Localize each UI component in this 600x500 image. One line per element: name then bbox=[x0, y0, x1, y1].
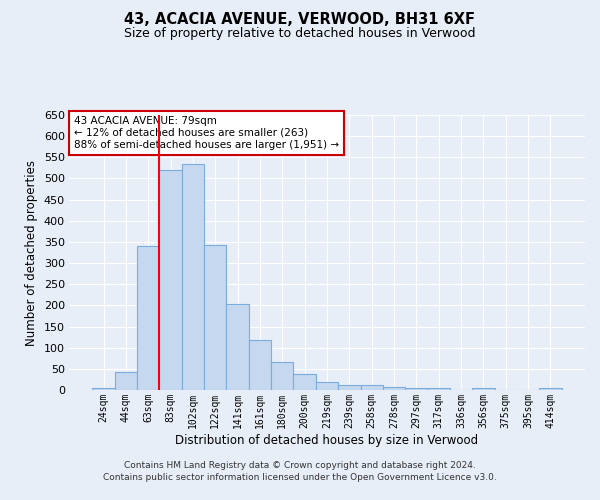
Bar bbox=[361, 384, 383, 390]
Bar bbox=[316, 382, 338, 390]
Bar bbox=[472, 388, 494, 390]
X-axis label: Distribution of detached houses by size in Verwood: Distribution of detached houses by size … bbox=[175, 434, 479, 446]
Text: 43, ACACIA AVENUE, VERWOOD, BH31 6XF: 43, ACACIA AVENUE, VERWOOD, BH31 6XF bbox=[125, 12, 476, 28]
Text: Size of property relative to detached houses in Verwood: Size of property relative to detached ho… bbox=[124, 28, 476, 40]
Bar bbox=[293, 374, 316, 390]
Bar bbox=[137, 246, 160, 390]
Bar bbox=[182, 164, 204, 390]
Bar bbox=[428, 388, 450, 390]
Bar bbox=[160, 170, 182, 390]
Text: Contains HM Land Registry data © Crown copyright and database right 2024.
Contai: Contains HM Land Registry data © Crown c… bbox=[103, 461, 497, 482]
Bar bbox=[271, 362, 293, 390]
Y-axis label: Number of detached properties: Number of detached properties bbox=[25, 160, 38, 346]
Bar bbox=[338, 384, 361, 390]
Bar bbox=[405, 388, 428, 390]
Bar bbox=[383, 386, 405, 390]
Bar bbox=[92, 388, 115, 390]
Text: 43 ACACIA AVENUE: 79sqm
← 12% of detached houses are smaller (263)
88% of semi-d: 43 ACACIA AVENUE: 79sqm ← 12% of detache… bbox=[74, 116, 339, 150]
Bar bbox=[115, 372, 137, 390]
Bar bbox=[226, 304, 249, 390]
Bar bbox=[539, 388, 562, 390]
Bar bbox=[204, 245, 226, 390]
Bar bbox=[249, 340, 271, 390]
